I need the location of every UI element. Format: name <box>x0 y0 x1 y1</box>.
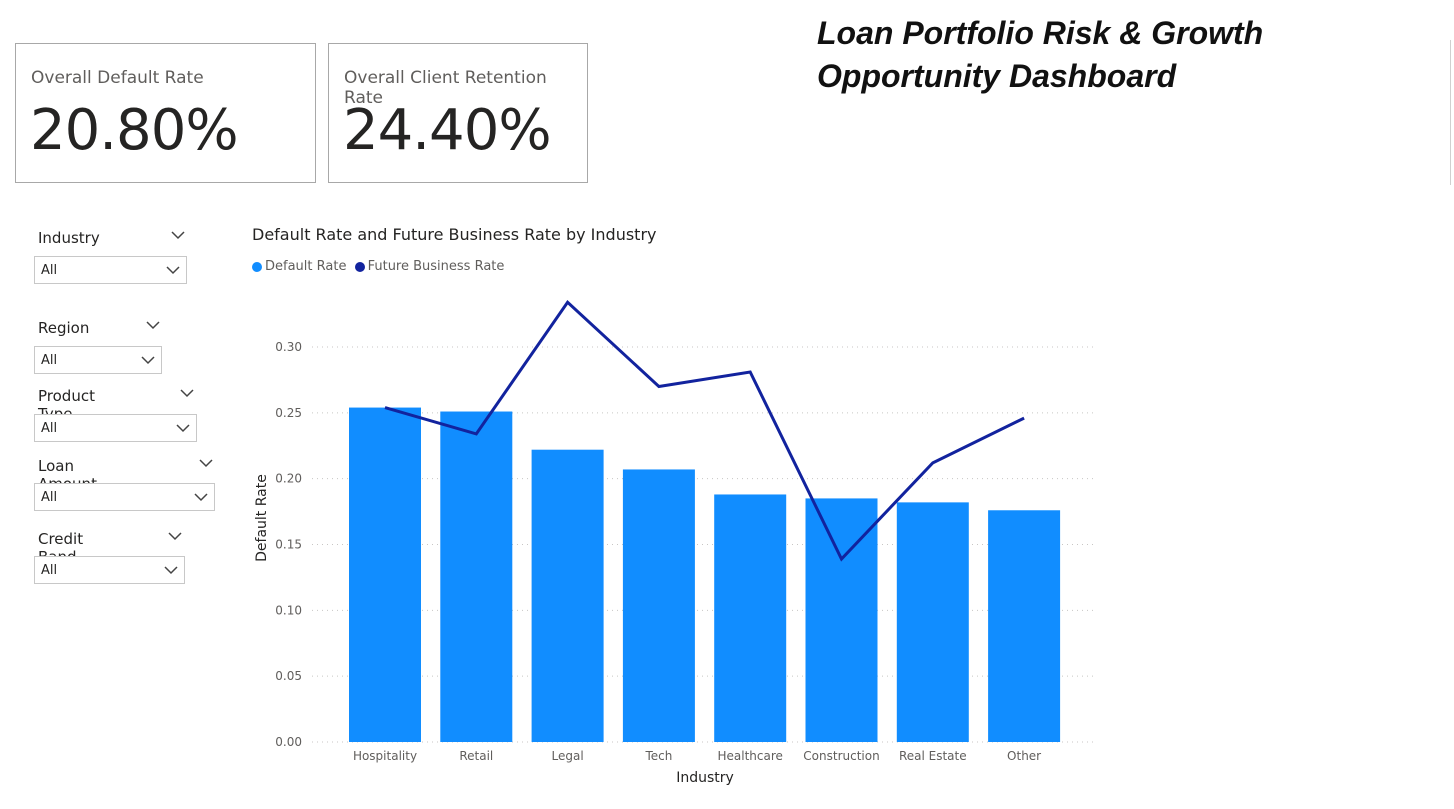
x-tick-label: Hospitality <box>353 749 417 763</box>
x-tick-label: Real Estate <box>899 749 967 763</box>
dropdown-value: All <box>41 421 58 436</box>
chevron-down-icon[interactable] <box>171 230 185 240</box>
point-future-business-rate[interactable] <box>565 299 571 305</box>
dropdown-value: All <box>41 563 58 578</box>
industry-dropdown[interactable]: All <box>34 256 187 284</box>
region-dropdown[interactable]: All <box>34 346 162 374</box>
legend-dot-icon <box>252 261 262 272</box>
bar-retail[interactable] <box>440 411 513 742</box>
kpi-card-default-rate[interactable]: Overall Default Rate 20.80% <box>15 43 316 183</box>
x-tick-label: Tech <box>644 749 672 763</box>
kpi-value: 24.40% <box>343 98 552 163</box>
kpi-label: Overall Default Rate <box>31 68 204 88</box>
slicer-title: Industry <box>38 229 100 247</box>
line-future-business-rate[interactable] <box>384 299 1025 562</box>
loan-amount-band-dropdown[interactable]: All <box>34 483 215 511</box>
chevron-down-icon[interactable] <box>199 458 213 468</box>
x-tick-label: Legal <box>552 749 584 763</box>
legend-item-future-business-rate[interactable]: Future Business Rate <box>354 259 505 274</box>
chevron-down-icon[interactable] <box>141 355 155 365</box>
point-future-business-rate[interactable] <box>473 431 479 437</box>
slicer-title: Region <box>38 319 90 337</box>
kpi-label: Overall Client Retention Rate <box>344 68 547 108</box>
bar-hospitality[interactable] <box>349 407 421 742</box>
dropdown-value: All <box>41 490 58 505</box>
chevron-down-icon[interactable] <box>176 423 190 433</box>
bar-real-estate[interactable] <box>896 502 969 742</box>
bar-healthcare[interactable] <box>714 494 787 742</box>
bar-tech[interactable] <box>622 469 695 742</box>
bar-construction[interactable] <box>805 498 878 742</box>
x-axis-title: Industry <box>676 770 734 786</box>
x-tick-label: Construction <box>803 749 879 763</box>
chevron-down-icon[interactable] <box>180 388 194 398</box>
legend-item-default-rate[interactable]: Default Rate <box>252 259 346 274</box>
legend-label: Default Rate <box>265 259 347 274</box>
y-tick-label: 0.30 <box>275 340 302 354</box>
dropdown-value: All <box>41 353 58 368</box>
point-future-business-rate[interactable] <box>839 556 845 562</box>
dropdown-value: All <box>41 263 58 278</box>
chart-legend: Default Rate Future Business Rate <box>252 259 508 276</box>
x-tick-label: Other <box>1007 749 1041 763</box>
product-type-dropdown[interactable]: All <box>34 414 197 442</box>
divider <box>1450 40 1451 185</box>
y-tick-label: 0.00 <box>275 735 302 749</box>
bar-legal[interactable] <box>531 449 604 742</box>
chevron-down-icon[interactable] <box>164 565 178 575</box>
legend-dot-icon <box>354 261 365 272</box>
point-future-business-rate[interactable] <box>382 405 388 411</box>
chevron-down-icon[interactable] <box>168 531 182 541</box>
point-future-business-rate[interactable] <box>1021 415 1027 421</box>
y-axis-title: Default Rate <box>254 474 270 562</box>
y-tick-label: 0.10 <box>275 603 302 617</box>
y-tick-label: 0.05 <box>275 669 302 683</box>
credit-band-dropdown[interactable]: All <box>34 556 185 584</box>
y-tick-label: 0.20 <box>275 472 302 486</box>
chart-title: Default Rate and Future Business Rate by… <box>252 225 657 244</box>
x-tick-label: Retail <box>459 749 493 763</box>
y-tick-label: 0.15 <box>275 538 302 552</box>
dashboard-title: Loan Portfolio Risk & Growth Opportunity… <box>817 15 1264 94</box>
y-tick-label: 0.25 <box>275 406 302 420</box>
chevron-down-icon[interactable] <box>166 265 180 275</box>
bar-other[interactable] <box>988 510 1061 742</box>
point-future-business-rate[interactable] <box>747 369 753 375</box>
legend-label: Future Business Rate <box>367 259 505 274</box>
kpi-value: 20.80% <box>30 98 239 163</box>
chevron-down-icon[interactable] <box>194 492 208 502</box>
point-future-business-rate[interactable] <box>930 460 936 466</box>
point-future-business-rate[interactable] <box>656 384 662 390</box>
x-tick-label: Healthcare <box>717 749 782 763</box>
kpi-card-retention-rate[interactable]: Overall Client Retention Rate 24.40% <box>328 43 588 183</box>
chevron-down-icon[interactable] <box>146 320 160 330</box>
